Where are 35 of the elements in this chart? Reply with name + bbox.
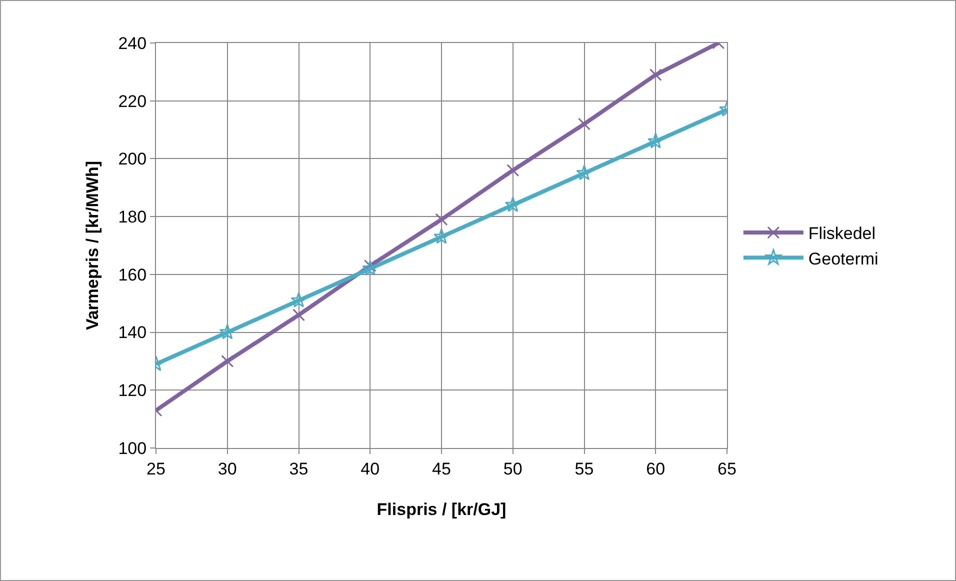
point (576, 164, 592, 180)
y-tick-label: 140 (118, 323, 147, 342)
legend-label: Fliskedel (808, 224, 876, 244)
y-tick-label: 120 (118, 381, 147, 400)
point (435, 213, 448, 226)
x-tick-label: 60 (646, 459, 666, 478)
point (364, 260, 376, 272)
point (506, 164, 520, 177)
x-axis-title: Flispris / [kr/GJ] (376, 500, 506, 519)
x-tick-label: 55 (574, 459, 594, 478)
x-tick-label: 30 (218, 459, 237, 478)
point (648, 132, 664, 148)
point (219, 324, 236, 340)
point (578, 118, 590, 130)
y-axis-title: Varmepris / [kr/MWh] (82, 160, 102, 330)
y-tick-label: 160 (118, 265, 147, 284)
y-tick-label: 200 (118, 150, 147, 169)
y-tick-label: 180 (118, 208, 147, 227)
x-tick-label: 65 (718, 459, 736, 478)
legend-label: Geotermi (808, 249, 878, 268)
x-tick-label: 40 (360, 459, 380, 478)
x-tick-label: 45 (432, 459, 451, 478)
point (292, 308, 305, 322)
x-tick-label: 25 (146, 459, 166, 478)
y-tick-label: 240 (118, 34, 147, 53)
point (221, 354, 234, 368)
point (504, 196, 521, 212)
point (649, 68, 662, 82)
point (290, 292, 307, 308)
x-tick-label: 35 (289, 459, 308, 478)
y-tick-label: 100 (118, 438, 147, 458)
point (433, 228, 450, 244)
point (362, 260, 378, 276)
y-tick-label: 220 (118, 92, 147, 111)
x-tick-label: 50 (503, 459, 522, 478)
